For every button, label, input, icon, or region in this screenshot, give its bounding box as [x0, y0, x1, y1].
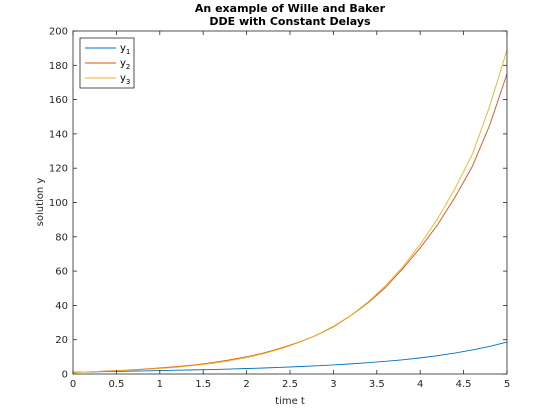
x-axis-label: time t [275, 396, 305, 407]
chart-title-line-2: DDE with Constant Delays [209, 15, 371, 28]
x-tick-label: 5 [504, 379, 510, 390]
y-tick-label: 140 [49, 129, 68, 140]
ticks-layer: 0 0.5 1 1.5 2 2.5 3 3.5 4 4.5 5 0 20 40 60 80 100 120 140 1… [49, 27, 510, 391]
legend[interactable]: y1 y2 y3 [79, 37, 135, 89]
chart-title-line-1: An example of Wille and Baker [195, 2, 386, 15]
legend-label-y2: y2 [120, 58, 130, 71]
x-tick-label: 3 [330, 379, 336, 390]
y-tick-label: 40 [55, 301, 68, 312]
x-tick-label: 1 [157, 379, 163, 390]
x-tick-label: 0 [70, 379, 76, 390]
y-tick-label: 80 [55, 232, 68, 243]
plot-area [73, 31, 507, 374]
y-tick-label: 160 [49, 95, 68, 106]
y-tick-label: 60 [55, 267, 68, 278]
y-tick-label: 20 [55, 335, 68, 346]
legend-label-y1: y1 [120, 43, 130, 56]
y-tick-label: 0 [62, 370, 68, 381]
x-tick-label: 1.5 [195, 379, 211, 390]
series-line-y1 [72, 341, 508, 373]
y-tick-label: 100 [49, 198, 68, 209]
y-axis-label: solution y [35, 178, 46, 227]
legend-label-y3: y3 [120, 73, 130, 86]
y-tick-label: 200 [49, 27, 68, 38]
y-tick-label: 120 [49, 164, 68, 175]
x-tick-label: 4 [417, 379, 423, 390]
series-line-y3 [72, 49, 508, 373]
x-tick-label: 2.5 [282, 379, 298, 390]
series-layer [72, 49, 508, 373]
x-tick-label: 0.5 [108, 379, 124, 390]
x-tick-label: 4.5 [456, 379, 472, 390]
x-tick-label: 3.5 [369, 379, 385, 390]
y-tick-label: 180 [49, 61, 68, 72]
x-tick-label: 2 [243, 379, 249, 390]
